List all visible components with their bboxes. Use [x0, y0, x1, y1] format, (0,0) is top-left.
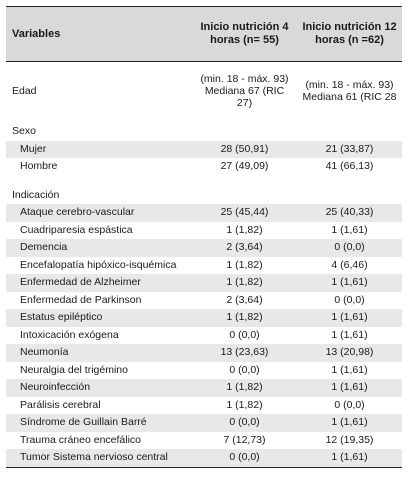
row-value-12h: 1 (1,61)	[297, 274, 402, 292]
table-row: Síndrome de Guillain Barré 0 (0,0) 1 (1,61…	[6, 414, 402, 432]
row-value-4h: 0 (0,0)	[229, 328, 260, 341]
row-label: Neumonía	[6, 344, 192, 362]
row-value-4h: 1 (1,82)	[192, 379, 297, 397]
edad-4h: (min. 18 - máx. 93) Mediana 67 (RIC 27)	[200, 73, 289, 109]
row-label: Tumor Sistema nervioso central	[6, 449, 192, 468]
row-value-12h: 41 (66,13)	[325, 160, 374, 173]
header-12h: Inicio nutrición 12 horas (n =62)	[297, 6, 402, 62]
row-value-4h: 2 (3,64)	[226, 293, 263, 306]
table-row: Trauma cráneo encefálico 7 (12,73) 12 (19,…	[6, 432, 402, 450]
row-label: Enfermedad de Alzheimer	[6, 274, 192, 292]
section-title-indicacion: Indicación	[12, 188, 60, 201]
row-value-12h: 25 (40,33)	[297, 204, 402, 222]
row-value-4h: 2 (3,64)	[192, 239, 297, 257]
section-indicacion: Indicación	[6, 184, 402, 205]
table-row: Encefalopatía hipóxico-isquémica 1 (1,82)…	[6, 257, 402, 275]
row-value-12h: 1 (1,61)	[331, 223, 368, 236]
row-value-4h: 0 (0,0)	[192, 414, 297, 432]
row-label: Encefalopatía hipóxico-isquémica	[20, 258, 177, 271]
table-row: Neuroinfección 1 (1,82) 1 (1,61)	[6, 379, 402, 397]
row-label: Síndrome de Guillain Barré	[6, 414, 192, 432]
row-label: Estatus epiléptico	[6, 309, 192, 327]
table-row: Neumonía 13 (23,63) 13 (20,98)	[6, 344, 402, 362]
row-label: Cuadriparesia espástica	[20, 223, 133, 236]
row-value-12h: 1 (1,61)	[331, 363, 368, 376]
data-table: Variables Inicio nutrición 4 horas (n= 5…	[6, 6, 402, 468]
row-label: Neuroinfección	[6, 379, 192, 397]
header-variables: Variables	[6, 6, 192, 62]
table-row: Demencia 2 (3,64) 0 (0,0)	[6, 239, 402, 257]
row-value-4h: 1 (1,82)	[226, 258, 263, 271]
table-row: Cuadriparesia espástica 1 (1,82) 1 (1,61)	[6, 222, 402, 240]
row-value-12h: 12 (19,35)	[325, 433, 374, 446]
row-value-4h: 28 (50,91)	[192, 140, 297, 158]
row-value-4h: 1 (1,82)	[226, 398, 263, 411]
table-row: Intoxicación exógena 0 (0,0) 1 (1,61)	[6, 327, 402, 345]
table-row: Parálisis cerebral 1 (1,82) 0 (0,0)	[6, 397, 402, 415]
section-title-sexo: Sexo	[12, 125, 36, 138]
table-row: Hombre 27 (49,09) 41 (66,13)	[6, 158, 402, 176]
row-label: Ataque cerebro-vascular	[6, 204, 192, 222]
row-value-4h: 27 (49,09)	[220, 160, 269, 173]
edad-label: Edad	[12, 84, 37, 97]
table-row: Mujer 28 (50,91) 21 (33,87)	[6, 140, 402, 158]
table-row: Tumor Sistema nervioso central 0 (0,0) 1 (…	[6, 449, 402, 468]
row-label: Intoxicación exógena	[20, 328, 119, 341]
row-label: Mujer	[6, 140, 192, 158]
row-value-4h: 0 (0,0)	[192, 449, 297, 468]
row-value-12h: 1 (1,61)	[297, 449, 402, 468]
row-value-4h: 0 (0,0)	[229, 363, 260, 376]
row-label: Enfermedad de Parkinson	[20, 293, 142, 306]
row-value-12h: 1 (1,61)	[297, 309, 402, 327]
row-value-4h: 7 (12,73)	[223, 433, 266, 446]
row-value-12h: 13 (20,98)	[297, 344, 402, 362]
row-value-12h: 0 (0,0)	[334, 293, 365, 306]
spacer	[6, 176, 402, 184]
row-value-4h: 1 (1,82)	[192, 309, 297, 327]
row-value-4h: 1 (1,82)	[226, 223, 263, 236]
table-row: Enfermedad de Parkinson 2 (3,64) 0 (0,0)	[6, 292, 402, 310]
table-row: Neuralgia del trigémino 0 (0,0) 1 (1,61)	[6, 362, 402, 380]
edad-12h: (min. 18 - máx. 93) Mediana 61 (RIC 28	[302, 79, 397, 103]
sexo-rows: Mujer 28 (50,91) 21 (33,87) Hombre 27 (49,09…	[6, 140, 402, 176]
row-label: Hombre	[20, 160, 58, 173]
row-value-12h: 4 (6,46)	[331, 258, 368, 271]
row-value-12h: 1 (1,61)	[331, 328, 368, 341]
section-sexo: Sexo	[6, 120, 402, 141]
table-row: Enfermedad de Alzheimer 1 (1,82) 1 (1,61)	[6, 274, 402, 292]
row-value-4h: 1 (1,82)	[192, 274, 297, 292]
indicacion-rows: Ataque cerebro-vascular 25 (45,44) 25 (40,…	[6, 204, 402, 468]
row-value-12h: 1 (1,61)	[297, 414, 402, 432]
header-row: Variables Inicio nutrición 4 horas (n= 5…	[6, 6, 402, 62]
row-value-4h: 13 (23,63)	[192, 344, 297, 362]
row-label: Demencia	[6, 239, 192, 257]
row-value-12h: 0 (0,0)	[297, 239, 402, 257]
row-value-12h: 21 (33,87)	[297, 140, 402, 158]
row-label: Parálisis cerebral	[20, 398, 101, 411]
row-label: Trauma cráneo encefálico	[20, 433, 142, 446]
table-row: Estatus epiléptico 1 (1,82) 1 (1,61)	[6, 309, 402, 327]
spacer	[6, 62, 402, 71]
spacer	[6, 112, 402, 120]
table-row: Ataque cerebro-vascular 25 (45,44) 25 (40,…	[6, 204, 402, 222]
row-value-12h: 1 (1,61)	[297, 379, 402, 397]
row-edad: Edad (min. 18 - máx. 93) Mediana 67 (RIC…	[6, 70, 402, 112]
row-value-4h: 25 (45,44)	[192, 204, 297, 222]
row-label: Neuralgia del trigémino	[20, 363, 128, 376]
row-value-12h: 0 (0,0)	[334, 398, 365, 411]
header-4h: Inicio nutrición 4 horas (n= 55)	[192, 6, 297, 62]
